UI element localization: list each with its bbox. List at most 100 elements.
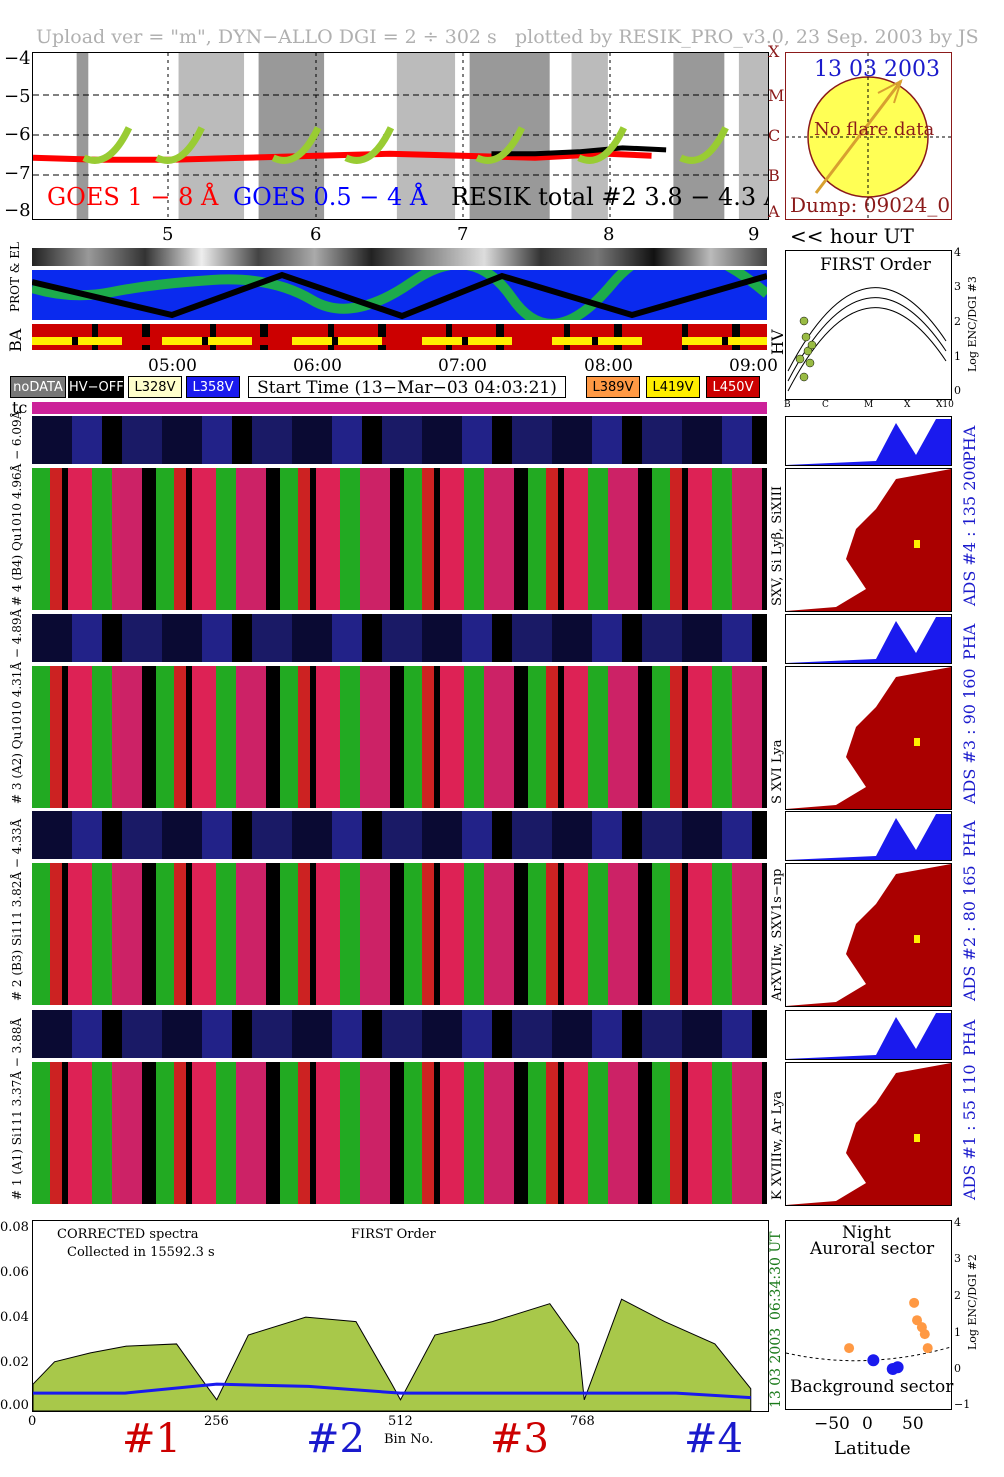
lat-title1: Night bbox=[842, 1223, 891, 1243]
channel-lines: SXV, Si Lyβ, SiXIII bbox=[770, 486, 785, 606]
fo-xtick-m: M bbox=[864, 400, 874, 410]
auroral-point bbox=[909, 1297, 920, 1308]
time-tick-0500: 05:00 bbox=[148, 356, 197, 376]
fo-xtick-x10: X10 bbox=[936, 400, 954, 410]
fo-ylabel: Log ENC/DGI #3 bbox=[966, 276, 979, 372]
goes-gray-band bbox=[178, 53, 245, 219]
lat-xtick-0: 0 bbox=[862, 1414, 873, 1434]
model-segment bbox=[82, 126, 133, 164]
spectrum-first-order-line bbox=[33, 1382, 751, 1400]
header-right: plotted by RESIK_PRO_v3.0, 23 Sep. 2003 … bbox=[515, 26, 979, 48]
spec-time-label: 06:34:30 UT bbox=[768, 1231, 784, 1320]
spec-ytick-008: 0.08 bbox=[0, 1220, 29, 1235]
lat-ytick-3: 3 bbox=[954, 1252, 961, 1265]
background-point bbox=[891, 1361, 904, 1374]
auroral-point bbox=[844, 1343, 855, 1354]
goes-ytick-4: −7 bbox=[4, 163, 31, 184]
lat-xtick-m50: −50 bbox=[814, 1414, 850, 1434]
hour-tick-8: 8 bbox=[603, 224, 615, 245]
lat-ytick-1: 1 bbox=[954, 1326, 961, 1339]
pha-tag: PHA bbox=[960, 1019, 979, 1056]
lat-ylabel: Log ENC/DGI #2 bbox=[966, 1254, 979, 1350]
fo-ytick-1: 1 bbox=[954, 350, 961, 363]
sun-text: No flare data bbox=[814, 119, 935, 140]
pha-histogram bbox=[785, 811, 952, 861]
lat-ytick-0: 0 bbox=[954, 1362, 961, 1375]
pha-histogram bbox=[785, 1010, 952, 1060]
model-segment bbox=[577, 126, 627, 164]
spectrum-title1: CORRECTED spectra bbox=[57, 1227, 199, 1242]
pha-tag: PHA bbox=[960, 623, 979, 660]
goes-18-label: GOES 1 − 8 Å bbox=[47, 183, 219, 211]
goes-gray-band bbox=[469, 53, 550, 219]
channel-lines: S XVI Lya bbox=[770, 739, 785, 804]
time-tick-0800: 08:00 bbox=[584, 356, 633, 376]
lat-ytick-4: 4 bbox=[954, 1216, 961, 1229]
channel-lines: K XVIIIw, Ar Lya bbox=[770, 1091, 785, 1200]
first-order-plot bbox=[787, 287, 947, 392]
resik-line bbox=[491, 145, 667, 157]
ba-strip bbox=[32, 324, 767, 350]
hour-tick-5: 5 bbox=[162, 224, 174, 245]
fo-ytick-2: 2 bbox=[954, 315, 961, 328]
resik-label: RESIK total #2 3.8 − 4.3 Å bbox=[451, 183, 769, 211]
ads-label: ADS #4 : 135 200 bbox=[960, 460, 979, 606]
spec-xlabel: Bin No. bbox=[384, 1432, 434, 1447]
model-segment bbox=[155, 126, 205, 164]
sun-date: 13 03 2003 bbox=[814, 57, 940, 82]
model-segment bbox=[679, 126, 729, 164]
legend-nodata: noDATA bbox=[10, 376, 66, 398]
goes-gray-band bbox=[673, 53, 725, 219]
goes-gray-bands bbox=[76, 53, 768, 219]
prot-el-label: PROT & EL bbox=[8, 242, 22, 312]
legend-l419: L419V bbox=[646, 376, 700, 398]
fo-ytick-4: 4 bbox=[954, 246, 961, 259]
class-a: A bbox=[768, 202, 780, 221]
channel-lines: ArXVIIw, SXV1s−np bbox=[770, 868, 785, 1001]
green-segments bbox=[82, 126, 729, 164]
legend-hvoff: HV−OFF bbox=[68, 376, 124, 398]
hour-tick-7: 7 bbox=[457, 224, 469, 245]
goes-ytick-5: −8 bbox=[4, 200, 31, 221]
hour-tick-9: 9 bbox=[748, 224, 760, 245]
first-order-point bbox=[799, 372, 809, 382]
auroral-point bbox=[919, 1329, 930, 1340]
latitude-plot bbox=[786, 1297, 951, 1375]
goes-gray-band bbox=[571, 53, 608, 219]
spec-xtick-768: 768 bbox=[570, 1414, 595, 1429]
model-segment bbox=[475, 126, 526, 164]
header-left: Upload ver = "m", DYN−ALLO DGI = 2 ÷ 302… bbox=[36, 26, 497, 48]
legend-l450: L450V bbox=[706, 376, 760, 398]
sun-panel: 13 03 2003 No flare data Dump: 09024_0 bbox=[785, 52, 952, 220]
channel-tag-2: #2 bbox=[306, 1416, 365, 1462]
model-segment bbox=[344, 126, 395, 164]
channel-label: # 1 (A1) Si111 3.37Å − 3.88Å bbox=[10, 1017, 24, 1200]
first-order-panel: FIRST Order bbox=[785, 250, 952, 400]
model-segment bbox=[271, 126, 322, 164]
ba-label: BA bbox=[6, 328, 25, 352]
hour-ut-label: << hour UT bbox=[790, 224, 914, 248]
pha-strip bbox=[32, 416, 767, 464]
goes-054-label: GOES 0.5 − 4 Å bbox=[233, 183, 428, 211]
first-order-point bbox=[807, 340, 817, 350]
latitude-panel: Night Auroral sector Background sector bbox=[785, 1220, 953, 1410]
spec-ytick-004: 0.04 bbox=[0, 1310, 29, 1325]
class-x: X bbox=[768, 42, 780, 61]
spectrum-panel: CORRECTED spectra Collected in 15592.3 s… bbox=[32, 1220, 769, 1412]
pha-strip bbox=[32, 811, 767, 859]
spectrogram bbox=[32, 666, 767, 808]
channel-label: # 3 (A2) Qu1010 4.31Å − 4.89Å bbox=[10, 608, 24, 804]
lat-xlabel: Latitude bbox=[834, 1438, 911, 1459]
fo-xtick-c: C bbox=[822, 400, 829, 410]
goes-gray-band bbox=[396, 53, 456, 219]
lat-ytick-m1: −1 bbox=[954, 1398, 971, 1411]
sun-disc bbox=[786, 53, 951, 219]
tc-label: tc bbox=[12, 398, 28, 417]
first-order-point bbox=[801, 332, 811, 342]
goes-gray-band bbox=[76, 53, 89, 219]
channel-label: # 4 (B4) Qu1010 4.96Å − 6.09Å bbox=[10, 410, 24, 606]
orbit-track bbox=[32, 270, 767, 320]
time-tick-0900: 09:00 bbox=[729, 356, 778, 376]
lat-title2: Auroral sector bbox=[810, 1239, 935, 1259]
pha-histogram bbox=[785, 614, 952, 664]
